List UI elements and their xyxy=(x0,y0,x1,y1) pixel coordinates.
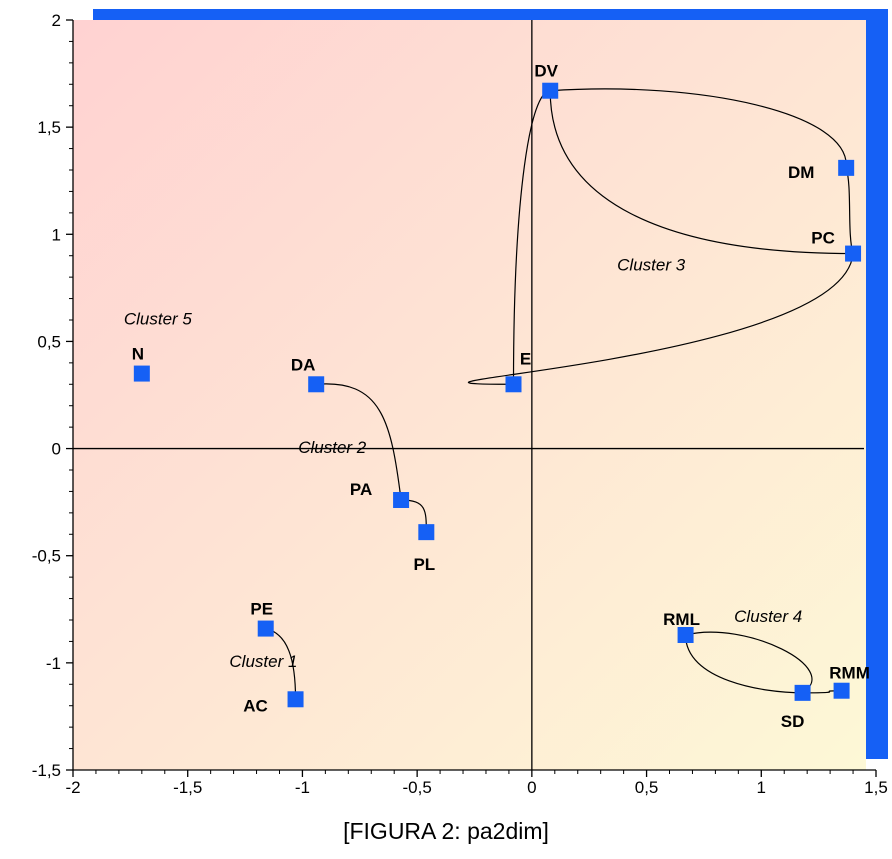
cluster-label-cluster-1: Cluster 1 xyxy=(229,652,297,671)
x-axis-ticks: -2 -1,5 -1 -0,5 0 0,5 1 1,5 xyxy=(65,770,888,797)
figure-caption: [FIGURA 2: pa2dim] xyxy=(343,818,549,844)
point-marker-da xyxy=(308,376,325,393)
cluster-label-cluster-3: Cluster 3 xyxy=(617,256,686,275)
x-tick-label: -0,5 xyxy=(402,778,431,797)
point-marker-pe xyxy=(257,620,274,637)
cluster-label-cluster-2: Cluster 2 xyxy=(298,438,367,457)
y-tick-label: 0,5 xyxy=(37,332,61,351)
point-marker-rml xyxy=(677,627,694,643)
x-tick-label: -2 xyxy=(65,778,80,797)
point-label-rmm: RMM xyxy=(829,664,870,683)
cluster-label-cluster-5: Cluster 5 xyxy=(124,309,193,328)
point-label-n: N xyxy=(132,345,144,364)
curve-da-pa xyxy=(316,383,402,501)
curve-rml-sd-lower xyxy=(684,634,803,694)
point-label-e: E xyxy=(520,349,531,368)
curve-pc-e xyxy=(468,253,854,385)
point-label-sd: SD xyxy=(781,712,805,731)
y-tick-label: 2 xyxy=(52,11,61,30)
plot-background xyxy=(73,20,866,770)
point-marker-e xyxy=(505,376,522,393)
point-marker-pl xyxy=(418,524,435,541)
point-label-da: DA xyxy=(291,355,316,374)
point-label-pl: PL xyxy=(413,555,435,574)
point-marker-n xyxy=(133,365,150,382)
y-axis-ticks: -1,5 -1 -0,5 0 0,5 1 1,5 2 xyxy=(32,11,73,780)
point-marker-pc xyxy=(845,245,862,262)
x-tick-label: -1 xyxy=(295,778,310,797)
point-label-rml: RML xyxy=(663,610,700,629)
point-label-pe: PE xyxy=(250,600,273,619)
y-tick-label: 1,5 xyxy=(37,118,61,137)
y-tick-label: -0,5 xyxy=(32,547,61,566)
curve-dv-pc xyxy=(549,90,854,255)
cluster-labels: Cluster 1 Cluster 2 Cluster 3 Cluster 4 Clus… xyxy=(124,256,802,671)
x-tick-label: -1,5 xyxy=(173,778,202,797)
point-label-pa: PA xyxy=(350,480,372,499)
y-tick-label: 1 xyxy=(52,225,61,244)
point-marker-dm xyxy=(838,159,855,176)
point-label-pc: PC xyxy=(811,229,835,248)
point-marker-ac xyxy=(287,691,304,708)
x-tick-label: 0,5 xyxy=(635,778,659,797)
x-tick-label: 1,5 xyxy=(864,778,888,797)
axes xyxy=(72,20,876,771)
point-marker-rmm xyxy=(833,682,850,699)
curve-dv-dm xyxy=(550,88,847,168)
cluster-label-cluster-4: Cluster 4 xyxy=(734,607,802,626)
zero-axis-lines xyxy=(73,20,864,770)
y-tick-label: 0 xyxy=(52,440,61,459)
point-label-dm: DM xyxy=(788,163,814,182)
scatter-chart: -2 -1,5 -1 -0,5 0 0,5 1 1,5 -1,5-1-0,500,511,52… xyxy=(32,9,888,797)
point-marker-dv xyxy=(542,82,559,99)
point-marker-pa xyxy=(393,492,410,508)
x-tick-label: 1 xyxy=(757,778,766,797)
point-labels: DV DM PC E N DA PA PL PE AC RML SD RMM xyxy=(132,62,870,731)
point-label-ac: AC xyxy=(243,696,268,715)
x-tick-label: 0 xyxy=(527,778,536,797)
y-tick-label: -1,5 xyxy=(32,761,61,780)
y-tick-label: -1 xyxy=(46,654,61,673)
point-marker-sd xyxy=(794,684,811,701)
data-points xyxy=(133,82,862,708)
point-label-dv: DV xyxy=(534,62,558,81)
curve-rml-sd xyxy=(685,631,813,694)
